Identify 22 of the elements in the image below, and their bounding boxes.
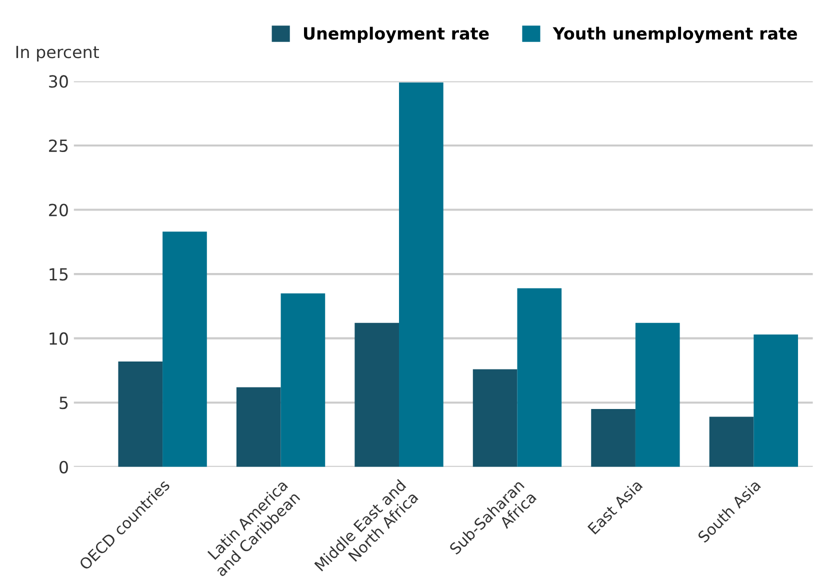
y-axis-title: In percent [16, 46, 99, 62]
bar [591, 409, 636, 467]
bar [754, 334, 798, 467]
bar [635, 322, 680, 467]
y-tick-label: 15 [50, 268, 68, 281]
y-tick-label: 0 [60, 460, 68, 474]
bar [517, 288, 562, 467]
y-tick-label: 10 [50, 332, 68, 345]
y-tick-label: 25 [49, 139, 68, 152]
y-tick-label: 20 [49, 204, 68, 216]
bar [280, 293, 326, 467]
bar [399, 82, 444, 467]
legend-label: Unemployment rate [304, 26, 489, 44]
bar [118, 361, 163, 467]
bar [236, 387, 281, 467]
bar [709, 416, 754, 467]
legend-label: Youth unemployment rate [552, 26, 797, 44]
bar [472, 369, 518, 467]
y-tick-label: 30 [49, 75, 68, 88]
bar [354, 322, 400, 467]
y-tick-label: 5 [60, 396, 68, 410]
bar [162, 232, 207, 467]
